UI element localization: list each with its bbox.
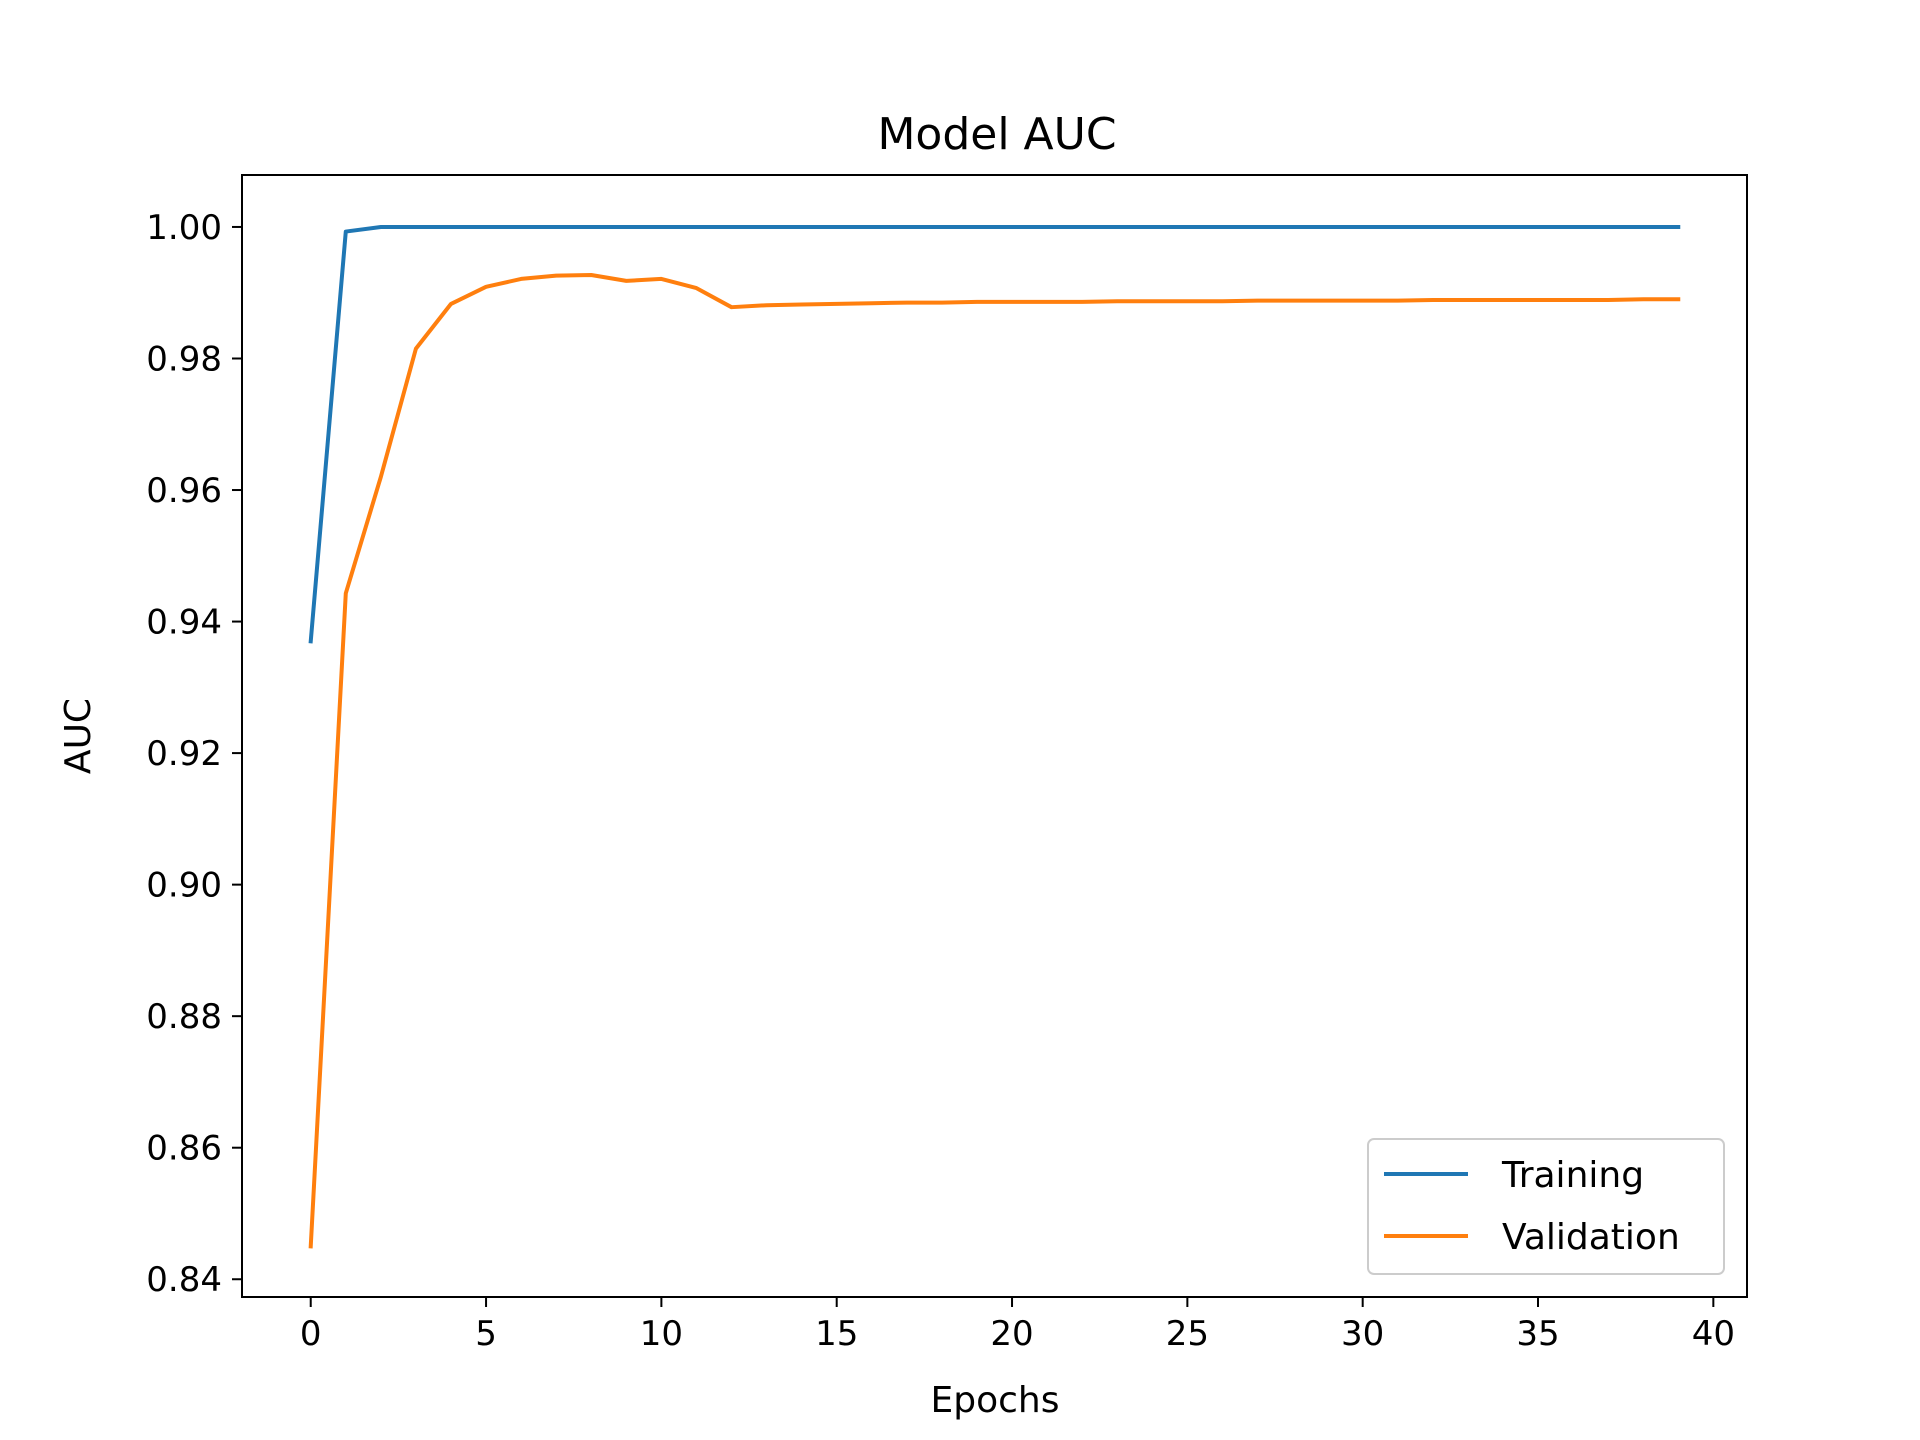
legend-label-validation: Validation xyxy=(1502,1217,1680,1258)
legend: Training Validation xyxy=(1367,1138,1725,1275)
y-tick-label: 1.00 xyxy=(146,208,222,248)
x-tick-label: 10 xyxy=(640,1314,683,1354)
y-axis-label: AUC xyxy=(58,698,99,774)
y-tick-label: 0.86 xyxy=(146,1129,222,1169)
x-tick-label: 15 xyxy=(815,1314,858,1354)
y-tick-label: 0.96 xyxy=(146,471,222,511)
y-tick-label: 0.90 xyxy=(146,866,222,906)
x-tick-label: 20 xyxy=(990,1314,1033,1354)
plot-frame xyxy=(241,174,1748,1298)
chart-title: Model AUC xyxy=(877,109,1116,160)
y-tick-label: 0.88 xyxy=(146,997,222,1037)
series-layer xyxy=(308,224,1681,1249)
y-tick-label: 0.84 xyxy=(146,1260,222,1300)
y-tick-label: 0.94 xyxy=(146,603,222,643)
x-tick-label: 25 xyxy=(1166,1314,1209,1354)
y-axis-ticks: 0.84 0.86 0.88 0.90 0.92 0.94 0.96 0.98 1.00 xyxy=(146,208,242,1300)
y-tick-label: 0.98 xyxy=(146,339,222,379)
x-axis-ticks: 0 5 10 15 20 25 30 35 40 xyxy=(300,1297,1735,1354)
y-tick-label: 0.92 xyxy=(146,734,222,774)
legend-label-training: Training xyxy=(1501,1155,1644,1196)
x-axis-label: Epochs xyxy=(931,1380,1060,1421)
series-line-training xyxy=(308,224,1681,644)
x-tick-label: 5 xyxy=(475,1314,497,1354)
series-line-validation xyxy=(308,272,1681,1249)
x-tick-label: 40 xyxy=(1692,1314,1735,1354)
x-tick-label: 30 xyxy=(1341,1314,1384,1354)
x-tick-label: 35 xyxy=(1516,1314,1559,1354)
x-tick-label: 0 xyxy=(300,1314,322,1354)
